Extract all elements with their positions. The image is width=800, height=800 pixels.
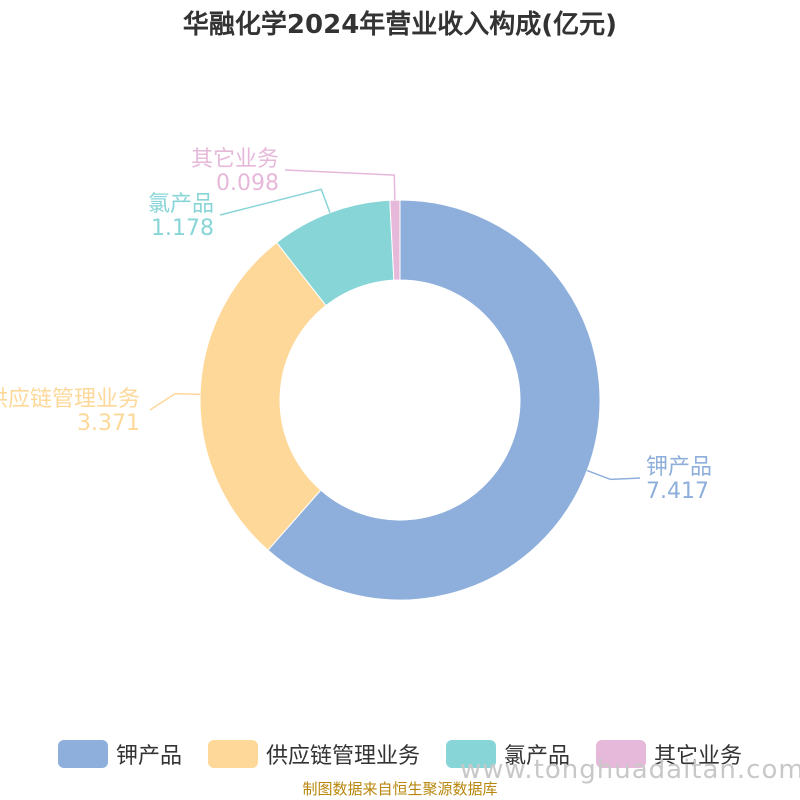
slice-other[interactable] xyxy=(389,199,401,281)
slice-value-chlorine: 1.178 xyxy=(151,216,214,241)
source-note: 制图数据来自恒生聚源数据库 xyxy=(302,780,498,798)
slice-potassium[interactable] xyxy=(267,199,601,601)
legend-label-supply-chain: 供应链管理业务 xyxy=(265,744,420,769)
leader-line-supply-chain xyxy=(149,392,201,411)
leader-line-other xyxy=(284,169,396,201)
legend-label-other: 其它业务 xyxy=(654,744,743,769)
legend-swatch-supply-chain xyxy=(207,740,258,768)
slice-label-other: 其它业务 xyxy=(191,147,279,172)
slice-value-potassium: 7.417 xyxy=(646,479,709,504)
slice-label-chlorine: 氯产品 xyxy=(148,192,214,217)
chart-title: 华融化学2024年营业收入构成(亿元) xyxy=(182,10,618,40)
legend-item-chlorine[interactable]: 氯产品 xyxy=(446,738,570,770)
slice-supply-chain[interactable] xyxy=(199,241,327,551)
legend-swatch-other xyxy=(596,740,647,768)
legend-swatch-potassium xyxy=(57,740,108,768)
legend-item-supply-chain[interactable]: 供应链管理业务 xyxy=(207,738,420,770)
leader-line-chlorine xyxy=(219,188,331,216)
slice-value-other: 0.098 xyxy=(216,171,279,196)
legend-label-potassium: 钾产品 xyxy=(115,744,182,769)
slice-label-potassium: 钾产品 xyxy=(646,455,712,480)
legend-item-other[interactable]: 其它业务 xyxy=(596,738,742,770)
legend-swatch-chlorine xyxy=(446,740,496,768)
legend-label-chlorine: 氯产品 xyxy=(504,744,571,769)
slice-label-supply-chain: 供应链管理业务 xyxy=(0,387,140,412)
slice-value-supply-chain: 3.371 xyxy=(77,411,140,436)
legend: 钾产品 供应链管理业务 氯产品 其它业务 xyxy=(0,738,800,770)
watermark: www.tonghuadaitan.com xyxy=(460,755,800,785)
leader-line-potassium xyxy=(586,469,641,481)
legend-item-potassium[interactable]: 钾产品 xyxy=(57,738,182,770)
